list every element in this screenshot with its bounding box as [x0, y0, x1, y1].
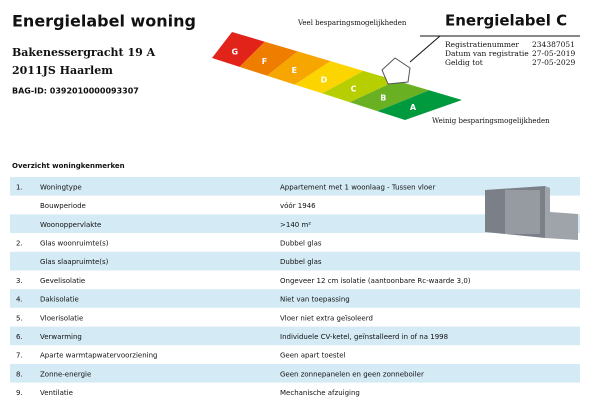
table-cell: Geen zonnepanelen en geen zonneboiler: [280, 370, 424, 378]
house-icon: [381, 57, 411, 85]
label-title: Energielabel C: [445, 12, 567, 30]
pointer: [409, 35, 441, 63]
label-segment: [322, 70, 397, 103]
table-cell: Niet van toepassing: [280, 296, 350, 304]
table-cell: Dubbel glas: [280, 239, 322, 247]
table-cell: Woonoppervlakte: [40, 221, 101, 229]
table-row: [10, 289, 580, 308]
label-letter: D: [321, 75, 328, 84]
table-cell: 1.: [16, 183, 23, 191]
table-cell: Vloerisolatie: [40, 314, 83, 322]
field-name: Registratienummer: [445, 40, 519, 49]
table-cell: Woningtype: [40, 183, 82, 191]
table-cell: 9.: [16, 389, 23, 397]
table-cell: Mechanische afzuiging: [280, 389, 360, 397]
label-segment: [212, 32, 265, 67]
table-cell: >140 m²: [280, 221, 311, 229]
table-cell: Gevelisolatie: [40, 277, 85, 285]
label-strip: G F E D C B A: [212, 32, 462, 120]
label-segment: [239, 41, 298, 76]
field-name: Geldig tot: [445, 58, 483, 67]
table-row: [10, 364, 580, 383]
table-cell: 8.: [16, 370, 23, 378]
table-row: [10, 251, 580, 271]
table-cell: 3.: [16, 277, 23, 285]
table-cell: Bouwperiode: [40, 202, 86, 210]
table-cell: Geen apart toestel: [280, 352, 346, 360]
label-letter: E: [291, 66, 296, 75]
field-value: 234387051: [532, 40, 575, 49]
label-letter: C: [351, 85, 357, 94]
address: 2011JS Haarlem: [12, 64, 113, 77]
field-value: 27-05-2019: [532, 49, 575, 58]
table-row: [10, 195, 580, 215]
caption: Veel besparingsmogelijkheden: [297, 19, 407, 27]
table-cell: Aparte warmtapwatervoorziening: [40, 352, 157, 360]
label-letter: F: [262, 57, 267, 66]
table-row: [10, 307, 580, 327]
label-segment: [349, 80, 430, 112]
table-cell: Dubbel glas: [280, 258, 322, 266]
field-name: Datum van registratie: [445, 49, 529, 58]
field-value: 27-05-2029: [532, 58, 575, 67]
bag-id: BAG-ID: 0392010000093307: [12, 87, 139, 96]
table-cell: Appartement met 1 woonlaag - Tussen vloe…: [280, 183, 435, 191]
table-cell: Ventilatie: [40, 389, 73, 397]
table-cell: Ongeveer 12 cm isolatie (aantoonbare Rc-…: [280, 277, 471, 285]
table-row: [10, 345, 580, 364]
table-row: [10, 382, 580, 402]
table-cell: Verwarming: [40, 333, 82, 341]
section-title: Overzicht woningkenmerken: [12, 162, 125, 170]
table-cell: vóór 1946: [280, 202, 316, 210]
table-row: [10, 326, 580, 346]
table-cell: Individuele CV-ketel, geïnstalleerd in o…: [280, 333, 448, 341]
table-row: [10, 270, 580, 290]
table-row: [10, 233, 580, 252]
table-cell: 2.: [16, 239, 23, 247]
table-cell: 5.: [16, 314, 23, 322]
label-letter: G: [232, 48, 239, 57]
table-cell: 6.: [16, 333, 23, 341]
title: Energielabel woning: [12, 12, 196, 31]
label-segment: [377, 90, 462, 120]
label-letter: A: [410, 103, 417, 112]
address: Bakenessergracht 19 A: [12, 46, 156, 59]
label-segment: [267, 51, 331, 85]
table-cell: Glas woonruimte(s): [40, 239, 109, 247]
table-cell: 7.: [16, 352, 23, 360]
label-segment: [294, 61, 364, 94]
table-row: [10, 214, 580, 234]
table-cell: Glas slaapruimte(s): [40, 258, 109, 266]
building-icon: [485, 186, 578, 240]
caption: Weinig besparingsmogelijkheden: [432, 117, 550, 125]
label-letter: B: [380, 94, 386, 103]
table-cell: Zonne-energie: [40, 370, 91, 378]
table: 1. Woningtype Appartement met 1 woonlaag -…: [10, 177, 580, 402]
table-row: [10, 177, 580, 196]
table-cell: 4.: [16, 296, 23, 304]
table-cell: Dakisolatie: [40, 296, 79, 304]
table-cell: Vloer niet extra geïsoleerd: [280, 314, 373, 322]
